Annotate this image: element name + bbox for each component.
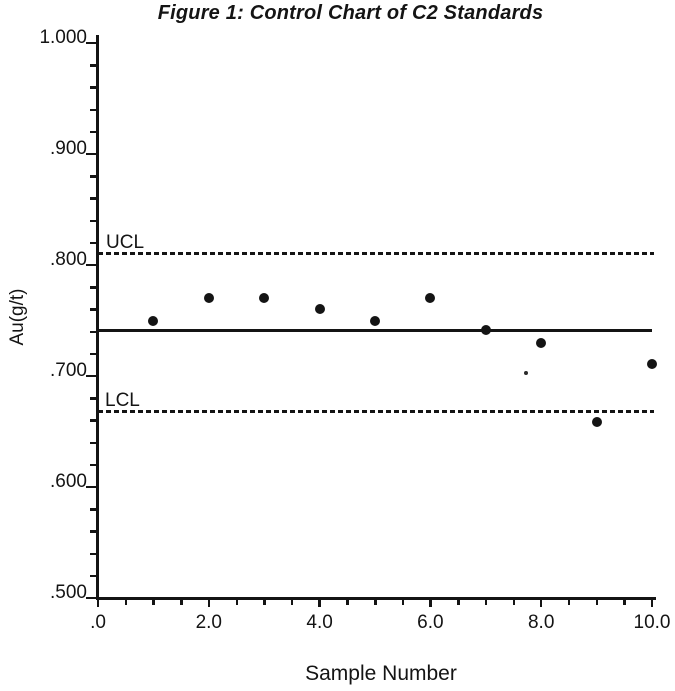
y-minor-tick bbox=[89, 219, 96, 223]
y-tick-label: 1.000 bbox=[39, 27, 87, 48]
data-point bbox=[314, 304, 325, 315]
x-minor-tick bbox=[263, 599, 266, 605]
x-major-tick bbox=[650, 599, 654, 607]
x-minor-tick bbox=[235, 599, 238, 605]
data-point bbox=[591, 416, 602, 427]
x-major-tick bbox=[429, 599, 432, 607]
y-minor-tick bbox=[89, 330, 96, 334]
y-minor-tick bbox=[89, 574, 96, 578]
data-point bbox=[647, 358, 657, 369]
x-minor-tick bbox=[401, 599, 405, 605]
x-tick-label: 4.0 bbox=[306, 612, 333, 633]
y-minor-tick bbox=[89, 508, 96, 511]
y-minor-tick bbox=[89, 197, 96, 200]
x-minor-tick bbox=[374, 599, 377, 605]
y-minor-tick bbox=[89, 463, 96, 467]
x-minor-tick bbox=[595, 599, 599, 605]
y-minor-tick bbox=[89, 419, 96, 422]
x-axis-line bbox=[95, 597, 656, 600]
chart-title: Figure 1: Control Chart of C2 Standards bbox=[157, 2, 544, 24]
y-tick-label: .500 bbox=[50, 582, 87, 603]
lcl-label: LCL bbox=[105, 389, 140, 411]
data-point bbox=[425, 293, 436, 304]
y-major-tick bbox=[85, 374, 96, 378]
ucl-label: UCL bbox=[106, 231, 145, 253]
center-line bbox=[98, 329, 652, 332]
y-tick-label: .600 bbox=[50, 471, 87, 492]
y-major-tick bbox=[85, 596, 96, 600]
x-major-tick bbox=[318, 599, 321, 607]
x-minor-tick bbox=[512, 599, 515, 605]
y-major-tick bbox=[85, 41, 96, 45]
x-major-tick bbox=[207, 599, 211, 607]
y-tick-label: .800 bbox=[50, 249, 87, 270]
y-minor-tick bbox=[89, 352, 96, 356]
x-minor-tick bbox=[290, 599, 294, 605]
x-tick-label: 8.0 bbox=[527, 612, 555, 633]
y-major-tick bbox=[85, 263, 96, 267]
data-point bbox=[536, 337, 547, 348]
stray-mark-dot bbox=[524, 371, 528, 375]
y-tick-label: .900 bbox=[50, 138, 87, 159]
x-major-tick bbox=[539, 599, 543, 607]
y-minor-tick bbox=[89, 530, 96, 533]
data-point bbox=[148, 315, 159, 326]
x-minor-tick bbox=[623, 599, 626, 605]
y-minor-tick bbox=[89, 308, 96, 311]
y-minor-tick bbox=[89, 86, 96, 89]
x-minor-tick bbox=[180, 599, 183, 605]
x-minor-tick bbox=[152, 599, 155, 605]
y-minor-tick bbox=[89, 286, 96, 289]
data-point bbox=[480, 325, 491, 336]
y-minor-tick bbox=[89, 108, 96, 112]
y-minor-tick bbox=[89, 441, 96, 445]
data-point bbox=[259, 293, 270, 304]
ucl-line bbox=[98, 252, 654, 256]
x-major-tick bbox=[96, 599, 100, 607]
data-point bbox=[370, 315, 380, 326]
x-minor-tick bbox=[567, 599, 571, 605]
data-point bbox=[203, 293, 214, 304]
x-tick-label: 10.0 bbox=[633, 612, 671, 633]
x-minor-tick bbox=[124, 599, 128, 605]
x-tick-label: 2.0 bbox=[195, 612, 222, 633]
x-minor-tick bbox=[346, 599, 349, 605]
y-minor-tick bbox=[89, 241, 96, 245]
y-tick-label: .700 bbox=[50, 360, 87, 381]
y-minor-tick bbox=[89, 552, 96, 556]
x-tick-label: .0 bbox=[90, 612, 106, 633]
y-minor-tick bbox=[89, 175, 96, 178]
y-axis-line bbox=[95, 35, 99, 600]
y-major-tick bbox=[85, 485, 96, 489]
x-tick-label: 6.0 bbox=[417, 612, 444, 633]
lcl-line bbox=[98, 410, 654, 414]
x-minor-tick bbox=[484, 599, 488, 605]
y-minor-tick bbox=[89, 64, 96, 67]
y-minor-tick bbox=[89, 397, 96, 400]
y-major-tick bbox=[85, 152, 96, 156]
x-axis-label: Sample Number bbox=[305, 662, 457, 685]
x-minor-tick bbox=[457, 599, 460, 605]
y-minor-tick bbox=[89, 130, 96, 134]
